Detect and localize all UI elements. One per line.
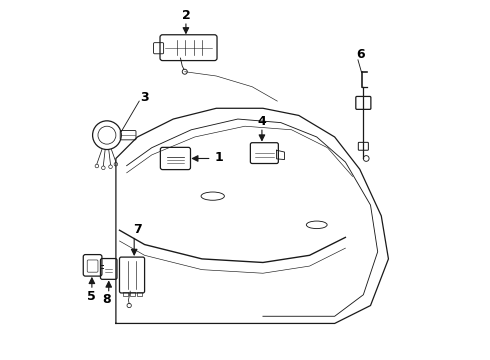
Text: 5: 5 <box>88 290 96 303</box>
Text: 6: 6 <box>356 48 365 61</box>
Text: 1: 1 <box>215 151 223 164</box>
Text: 3: 3 <box>140 91 149 104</box>
Text: 4: 4 <box>258 115 266 128</box>
Text: 7: 7 <box>133 223 142 236</box>
Text: 8: 8 <box>102 293 111 306</box>
Text: 2: 2 <box>181 9 190 22</box>
